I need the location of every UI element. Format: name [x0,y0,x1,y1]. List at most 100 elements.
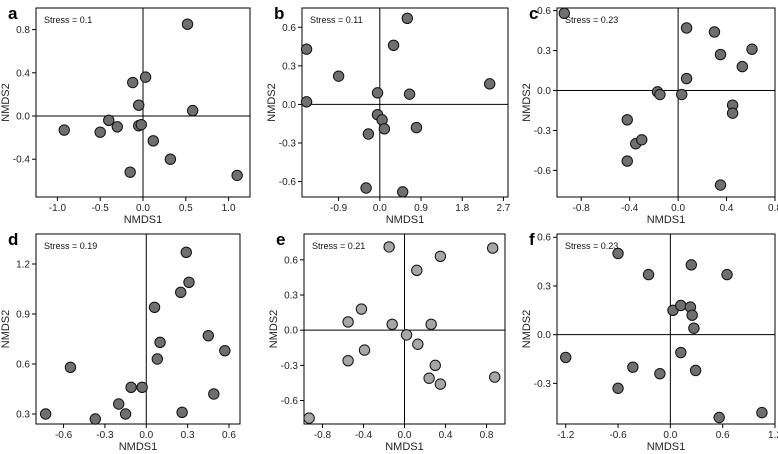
data-point [303,412,315,424]
x-tick-label: 0.0 [398,430,412,441]
data-point [680,22,693,34]
y-tick-label: 0.4 [16,68,30,79]
data-point [164,153,177,165]
x-tick-label: 0.3 [181,430,195,441]
x-axis-label: NMDS1 [647,441,686,453]
data-point [642,268,655,281]
plot-frame [35,233,241,425]
data-point [183,276,195,289]
y-tick-label: 0.0 [16,112,30,123]
data-point [680,72,693,85]
panel-letter: a [8,4,18,23]
data-point [103,114,115,127]
data-point [124,166,136,178]
y-axis-label: NMDS2 [521,83,533,122]
y-tick-label: -0.3 [534,126,552,137]
data-point [208,388,220,400]
data-point [360,182,372,194]
x-tick-label: -0.8 [314,430,332,441]
data-point [688,322,700,334]
x-tick-label: 0.8 [768,203,778,214]
data-point [175,286,187,299]
panel-b: -0.9 0.0 0.9 1.8 2.7 -0.6 -0.3 0.0 0.3 0.6 NMDS1 NM… [266,4,511,226]
y-tick-label: -0.6 [279,177,297,188]
data-point [403,88,416,100]
data-point [202,329,214,342]
data-point [627,361,639,373]
data-point [675,299,687,312]
data-point [401,12,413,24]
x-tick-label: 1.0 [222,203,236,214]
stress-label: Stress = 0.11 [310,15,363,25]
data-point [39,408,52,420]
data-point [186,104,199,117]
data-point [434,378,447,390]
panel-letter: c [529,4,538,23]
panel-f: -1.2 -0.6 0.0 0.6 1.2 -0.3 0.0 0.3 0.6 NMDS1 NMDS2… [521,230,778,453]
y-tick-label: 0.6 [16,360,30,371]
data-point [180,246,192,259]
x-axis-label: NMDS1 [647,214,686,226]
stress-label: Stress = 0.23 [565,241,618,251]
data-point [387,39,400,51]
plot-frame [301,7,509,198]
y-tick-label: -0.3 [279,139,297,150]
x-tick-label: 0.9 [414,203,428,214]
data-point [125,381,137,394]
x-tick-label: -0.4 [621,203,639,214]
data-point [181,18,194,30]
y-tick-label: 0.3 [537,46,551,57]
y-tick-label: 0.3 [16,410,30,421]
y-tick-label: 0.3 [537,281,551,292]
y-tick-label: -0.6 [534,166,552,177]
y-tick-label: -0.3 [534,379,552,390]
y-tick-label: 0.6 [537,6,551,17]
data-point [425,318,437,331]
y-axis-label: NMDS2 [268,310,280,349]
data-point [219,344,231,357]
x-tick-label: -0.4 [355,430,373,441]
data-point [147,135,159,147]
data-point [135,118,147,131]
y-tick-label: 0.0 [537,330,551,341]
x-tick-label: -0.5 [92,203,110,214]
data-point [756,406,768,419]
data-point [362,128,375,140]
y-axis-label: NMDS2 [0,310,12,349]
data-point [689,364,702,377]
panel-e: -0.8 -0.4 0.0 0.4 0.8 -0.6 -0.3 0.0 0.3 0.6 NMDS1 N… [268,230,506,453]
data-point [386,318,398,331]
data-point [332,70,345,82]
y-tick-label: -0.4 [13,155,31,166]
y-axis-label: NMDS2 [266,83,278,122]
stress-label: Stress = 0.23 [565,15,618,25]
data-point [411,264,423,277]
stress-label: Stress = 0.19 [44,241,97,251]
data-point [558,7,570,20]
data-point [612,382,624,394]
data-point [654,88,666,101]
x-tick-label: 0.0 [139,430,153,441]
data-point [119,408,132,420]
x-tick-label: 0.4 [720,203,734,214]
y-tick-label: 0.0 [284,326,298,337]
data-point [136,381,148,394]
data-point [621,155,633,167]
data-point [154,336,166,349]
data-point [397,186,409,198]
data-point [434,250,447,262]
stress-label: Stress = 0.21 [312,241,365,251]
data-point [378,123,391,135]
x-axis-label: NMDS1 [386,214,425,226]
data-point [483,78,496,90]
panel-letter: f [529,230,535,249]
y-tick-label: 0.8 [16,25,30,36]
data-point [371,87,384,99]
data-point [714,179,727,191]
data-point [300,43,313,55]
x-tick-label: 0.0 [663,430,677,441]
data-point [410,121,423,134]
data-point [342,354,354,367]
data-point [675,346,687,359]
data-point [721,268,733,281]
